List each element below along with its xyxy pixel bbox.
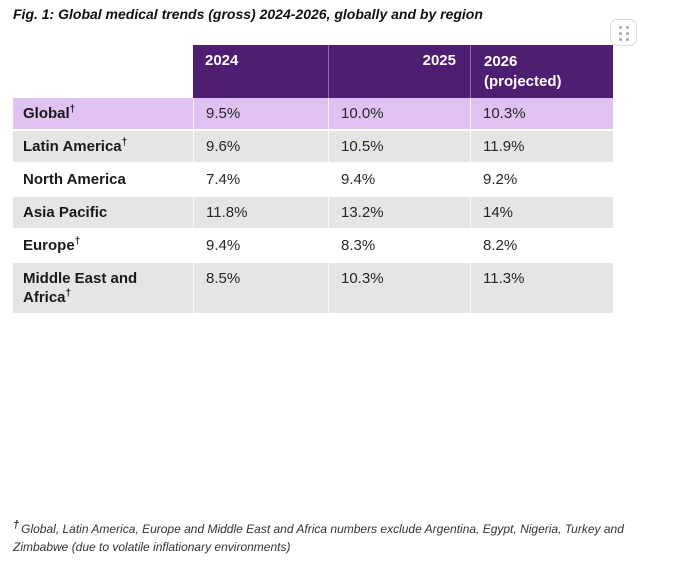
value-cell: 11.9% [470,131,613,162]
value-cell: 10.0% [328,98,470,129]
column-header-2024: 2024 [193,45,328,98]
value-cell: 9.4% [328,164,470,195]
value-cell: 11.8% [193,197,328,228]
drag-handle-button[interactable] [610,19,637,46]
table-row-latin-america: Latin America† 9.6% 10.5% 11.9% [13,131,613,164]
figure-title: Fig. 1: Global medical trends (gross) 20… [13,6,483,22]
footnote-text: Global, Latin America, Europe and Middle… [13,522,624,554]
table-row-north-america: North America 7.4% 9.4% 9.2% [13,164,613,197]
column-header-2025: 2025 [328,45,470,98]
footnote-dagger: † [13,519,20,531]
footnote: † Global, Latin America, Europe and Middl… [13,520,675,556]
dagger-mark: † [121,137,128,148]
grip-dots-icon [618,25,630,41]
value-cell: 7.4% [193,164,328,195]
medical-trends-table: 2024 2025 2026 (projected) Global† 9.5% … [13,45,613,315]
value-cell: 9.2% [470,164,613,195]
value-cell: 9.5% [193,98,328,129]
region-cell: Europe† [23,236,81,255]
dagger-mark: † [69,104,76,115]
table-row-asia-pacific: Asia Pacific 11.8% 13.2% 14% [13,197,613,230]
value-cell: 9.6% [193,131,328,162]
value-cell: 11.3% [470,263,613,313]
table-header-row: 2024 2025 2026 (projected) [13,45,613,98]
region-cell: Global† [23,104,76,123]
corner-cell [13,45,193,98]
value-cell: 8.5% [193,263,328,313]
region-cell: North America [23,171,126,188]
value-cell: 8.3% [328,230,470,261]
table-row-middle-east-africa: Middle East and Africa† 8.5% 10.3% 11.3% [13,263,613,315]
value-cell: 10.5% [328,131,470,162]
region-cell: Middle East and Africa† [23,270,138,306]
region-cell: Asia Pacific [23,204,108,221]
region-cell: Latin America† [23,137,128,156]
value-cell: 13.2% [328,197,470,228]
value-cell: 14% [470,197,613,228]
value-cell: 10.3% [470,98,613,129]
value-cell: 10.3% [328,263,470,313]
value-cell: 9.4% [193,230,328,261]
table-row-europe: Europe† 9.4% 8.3% 8.2% [13,230,613,263]
dagger-mark: † [65,288,72,299]
table-row-global: Global† 9.5% 10.0% 10.3% [13,98,613,131]
value-cell: 8.2% [470,230,613,261]
column-header-2026: 2026 (projected) [470,45,613,98]
dagger-mark: † [74,236,81,247]
